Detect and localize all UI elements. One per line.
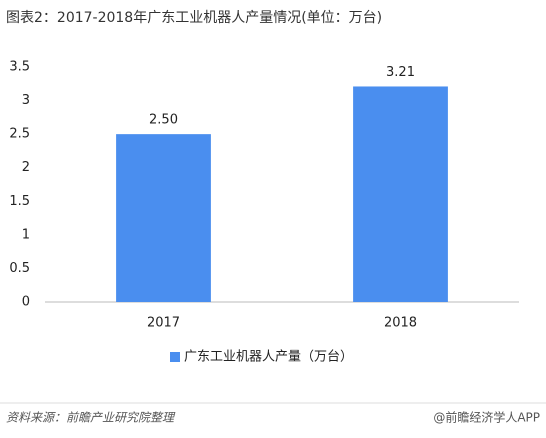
legend-swatch (170, 352, 180, 362)
x-tick-label: 2018 (384, 316, 417, 331)
footer-brand: @前瞻经济学人APP (433, 410, 540, 425)
y-tick-label: 3.5 (9, 60, 30, 75)
y-tick-label: 2 (22, 160, 30, 175)
y-tick-label: 0.5 (9, 261, 30, 276)
y-tick-label: 2.5 (9, 127, 30, 142)
chart-title: 图表2：2017-2018年广东工业机器人产量情况(单位：万台) (6, 10, 382, 26)
y-tick-label: 3 (22, 93, 30, 108)
value-label: 3.21 (386, 65, 415, 80)
bar (116, 134, 211, 302)
legend-label: 广东工业机器人产量（万台） (184, 350, 353, 365)
y-tick-label: 1.5 (9, 194, 30, 209)
y-tick-label: 1 (22, 227, 30, 242)
footer-source: 资料来源：前瞻产业研究院整理 (6, 411, 176, 425)
value-label: 2.50 (149, 113, 178, 128)
x-tick-label: 2017 (147, 316, 180, 331)
bar (353, 86, 448, 302)
y-tick-label: 0 (22, 295, 30, 310)
